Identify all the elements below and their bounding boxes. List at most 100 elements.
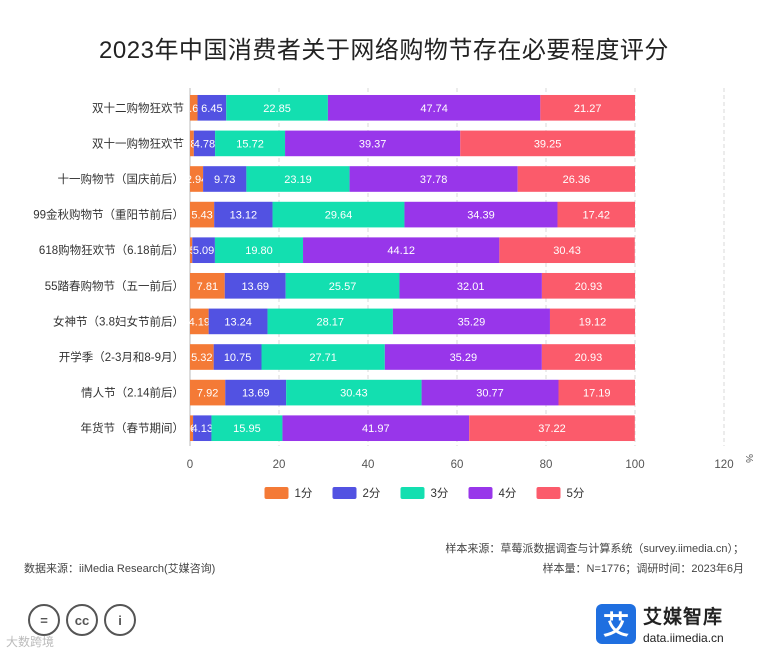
brand-name: 艾媒智库 xyxy=(643,607,724,628)
bar-segment xyxy=(460,130,635,157)
legend-label: 4分 xyxy=(499,487,517,500)
bar-segment xyxy=(327,94,541,121)
bar-segment xyxy=(286,379,422,406)
brand: 艾 艾媒智库 data.iimedia.cn xyxy=(596,602,724,645)
data-label: 35.29 xyxy=(450,352,478,364)
legend-swatch xyxy=(536,487,561,499)
data-label: 2.94 xyxy=(186,174,207,186)
bar-segment xyxy=(392,308,550,335)
brand-url: data.iimedia.cn xyxy=(643,631,724,645)
data-label: 29.64 xyxy=(325,210,353,222)
bar-segment xyxy=(197,94,227,121)
bar-segment xyxy=(193,130,216,157)
category-label: 年货节（春节期间） xyxy=(81,421,185,435)
bar-segment xyxy=(499,237,635,264)
legend-label: 5分 xyxy=(567,487,585,500)
data-label: 20.93 xyxy=(575,281,603,293)
category-label: 开学季（2-3月和8-9月） xyxy=(59,350,184,364)
bar-segment xyxy=(203,166,247,192)
bar-segment xyxy=(190,201,215,228)
data-label: 19.12 xyxy=(579,316,607,328)
data-label: 17.19 xyxy=(583,388,611,400)
bar-segment xyxy=(190,344,214,370)
data-label: 15.72 xyxy=(236,138,264,150)
bar-segment xyxy=(215,130,286,157)
category-label: 女神节（3.8妇女节前后） xyxy=(53,314,184,328)
bar-segment xyxy=(267,308,393,335)
data-label: 20.93 xyxy=(575,352,603,364)
bar-segment xyxy=(541,344,635,370)
license-icons: = cc i xyxy=(28,604,136,636)
data-label: 13.69 xyxy=(241,281,269,293)
data-label: 35.29 xyxy=(458,316,486,328)
x-tick-label: 120 xyxy=(714,459,733,471)
legend-label: 1分 xyxy=(295,487,313,500)
data-label: 41.97 xyxy=(362,423,390,435)
data-label: 32.01 xyxy=(457,281,485,293)
data-label: 13.24 xyxy=(224,316,252,328)
bar-segment xyxy=(190,415,194,442)
data-label: 44.12 xyxy=(387,245,415,257)
bar-segment xyxy=(541,272,636,299)
bar-segment xyxy=(214,237,304,264)
attribution-icon: i xyxy=(104,604,136,636)
bar-segment xyxy=(272,201,405,228)
watermark: 大数跨境 xyxy=(6,635,55,649)
bar-segment xyxy=(558,379,635,406)
data-label: 39.37 xyxy=(359,138,387,150)
bar-segment xyxy=(208,308,268,335)
category-label: 99金秋购物节（重阳节前后） xyxy=(33,208,184,222)
bar-segment xyxy=(399,272,542,299)
data-label: 5.09 xyxy=(193,245,214,257)
data-label: 28.17 xyxy=(316,316,344,328)
legend-swatch xyxy=(400,487,425,499)
category-label: 618购物狂欢节（6.18前后） xyxy=(39,243,184,257)
sample-source-note: 样本来源：草莓派数据调查与计算系统（survey.iimedia.cn）； xyxy=(445,543,744,555)
bar-segment xyxy=(214,201,273,228)
bar-segment xyxy=(349,166,518,192)
bar-segment xyxy=(190,308,209,335)
x-tick-label: 80 xyxy=(540,459,553,471)
data-label: 13.12 xyxy=(230,210,258,222)
bar-segment xyxy=(285,272,400,299)
bar-segment xyxy=(226,94,328,121)
data-label: 10.75 xyxy=(224,352,252,364)
data-label: 4.13 xyxy=(192,423,213,435)
x-tick-label: 60 xyxy=(451,459,464,471)
bar-segment xyxy=(225,379,287,406)
category-label: 55踏春购物节（五一前后） xyxy=(45,279,184,293)
bar-segment xyxy=(261,344,385,370)
x-tick-label: 40 xyxy=(362,459,375,471)
data-label: 30.77 xyxy=(476,388,504,400)
data-label: 26.36 xyxy=(563,174,591,186)
data-label: 17.42 xyxy=(582,210,610,222)
bar-segment xyxy=(190,94,198,121)
data-label: 21.27 xyxy=(574,103,602,115)
data-label: 5.32 xyxy=(191,352,212,364)
stacked-bar-chart: 0 20 40 60 80 100 120%双十二购物狂欢节 1.696.45 22.85 47.… xyxy=(33,88,754,500)
data-label: 7.92 xyxy=(197,388,218,400)
bar-segment xyxy=(549,308,636,335)
bar-segment xyxy=(285,130,461,157)
category-label: 双十二购物狂欢节 xyxy=(92,101,184,115)
data-label: 5.43 xyxy=(191,210,212,222)
data-label: 15.95 xyxy=(233,423,261,435)
data-label: 22.85 xyxy=(263,103,291,115)
data-label: 7.81 xyxy=(197,281,218,293)
bar-segment xyxy=(469,415,635,442)
data-label: 34.39 xyxy=(467,210,495,222)
equals-icon: = xyxy=(28,604,60,636)
bar-segment xyxy=(213,344,262,370)
bar-segment xyxy=(282,415,470,442)
data-label: 30.43 xyxy=(340,388,368,400)
chart-title: 2023年中国消费者关于网络购物节存在必要程度评分 xyxy=(99,37,669,64)
bar-segment xyxy=(246,166,350,192)
data-label: 9.73 xyxy=(214,174,235,186)
bar-segment xyxy=(190,379,226,406)
legend-swatch xyxy=(332,487,357,499)
data-label: 37.78 xyxy=(420,174,448,186)
bar-segment xyxy=(190,166,204,192)
bar-segment xyxy=(384,344,542,370)
bar-segment xyxy=(190,272,225,299)
data-label: 6.45 xyxy=(201,103,222,115)
